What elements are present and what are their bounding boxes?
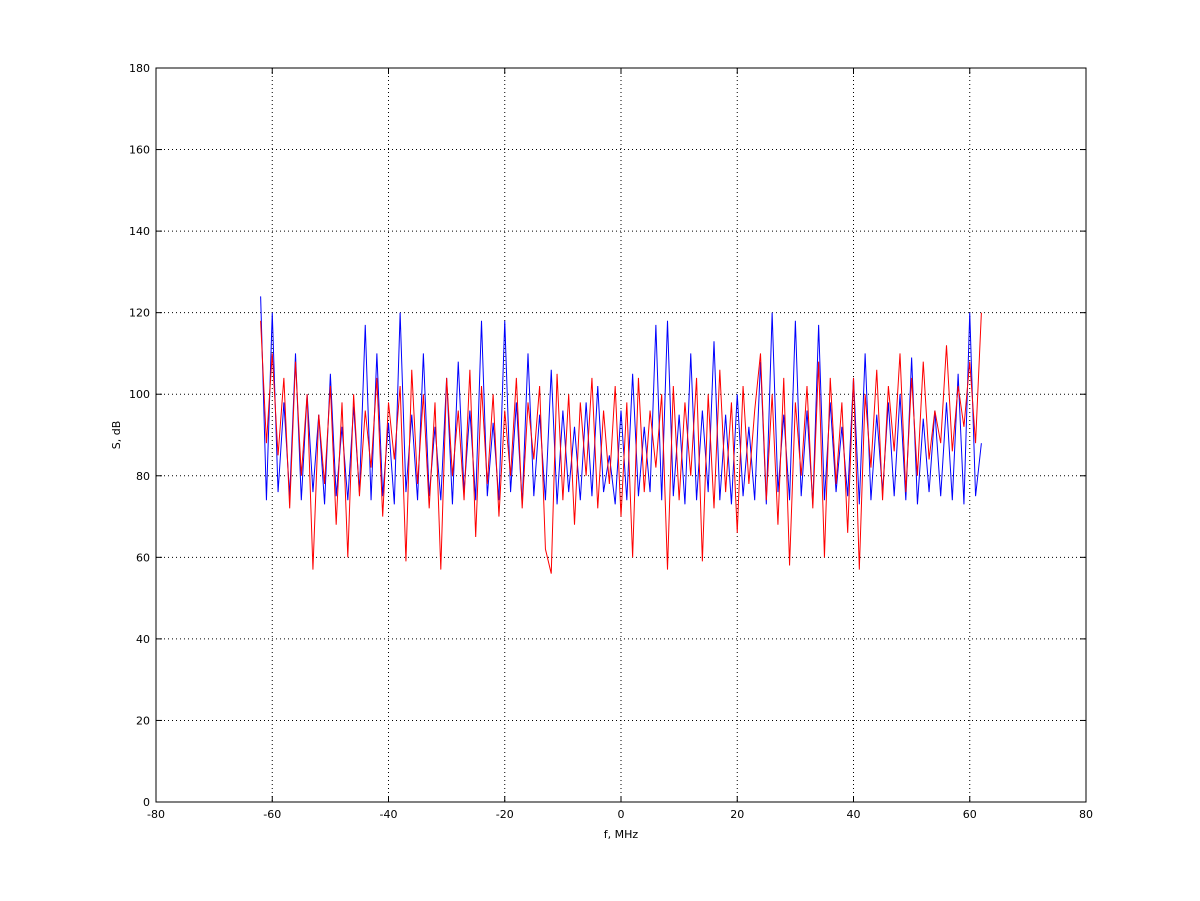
y-tick-label: 60 bbox=[136, 551, 150, 564]
x-tick-label: 20 bbox=[730, 808, 744, 821]
x-tick-label: 0 bbox=[618, 808, 625, 821]
axes-box bbox=[155, 67, 1087, 803]
y-tick-label: 140 bbox=[129, 225, 150, 238]
y-axis-label: S, dB bbox=[110, 421, 123, 450]
y-tick-label: 100 bbox=[129, 388, 150, 401]
x-tick-label: -80 bbox=[147, 808, 165, 821]
y-tick-label: 160 bbox=[129, 144, 150, 157]
x-tick-label: -60 bbox=[263, 808, 281, 821]
y-tick-label: 180 bbox=[129, 62, 150, 75]
y-tick-label: 0 bbox=[143, 796, 150, 809]
series-line bbox=[260, 312, 982, 574]
y-tick-label: 20 bbox=[136, 714, 150, 727]
x-tick-label: 60 bbox=[963, 808, 977, 821]
x-tick-label: 40 bbox=[847, 808, 861, 821]
x-tick-label: 80 bbox=[1079, 808, 1093, 821]
plot-area bbox=[156, 68, 1086, 802]
y-tick-label: 40 bbox=[136, 633, 150, 646]
x-tick-label: -20 bbox=[496, 808, 514, 821]
x-axis-label: f, MHz bbox=[604, 828, 639, 841]
y-tick-label: 120 bbox=[129, 307, 150, 320]
y-tick-label: 80 bbox=[136, 470, 150, 483]
x-tick-label: -40 bbox=[380, 808, 398, 821]
series-line bbox=[260, 296, 982, 505]
